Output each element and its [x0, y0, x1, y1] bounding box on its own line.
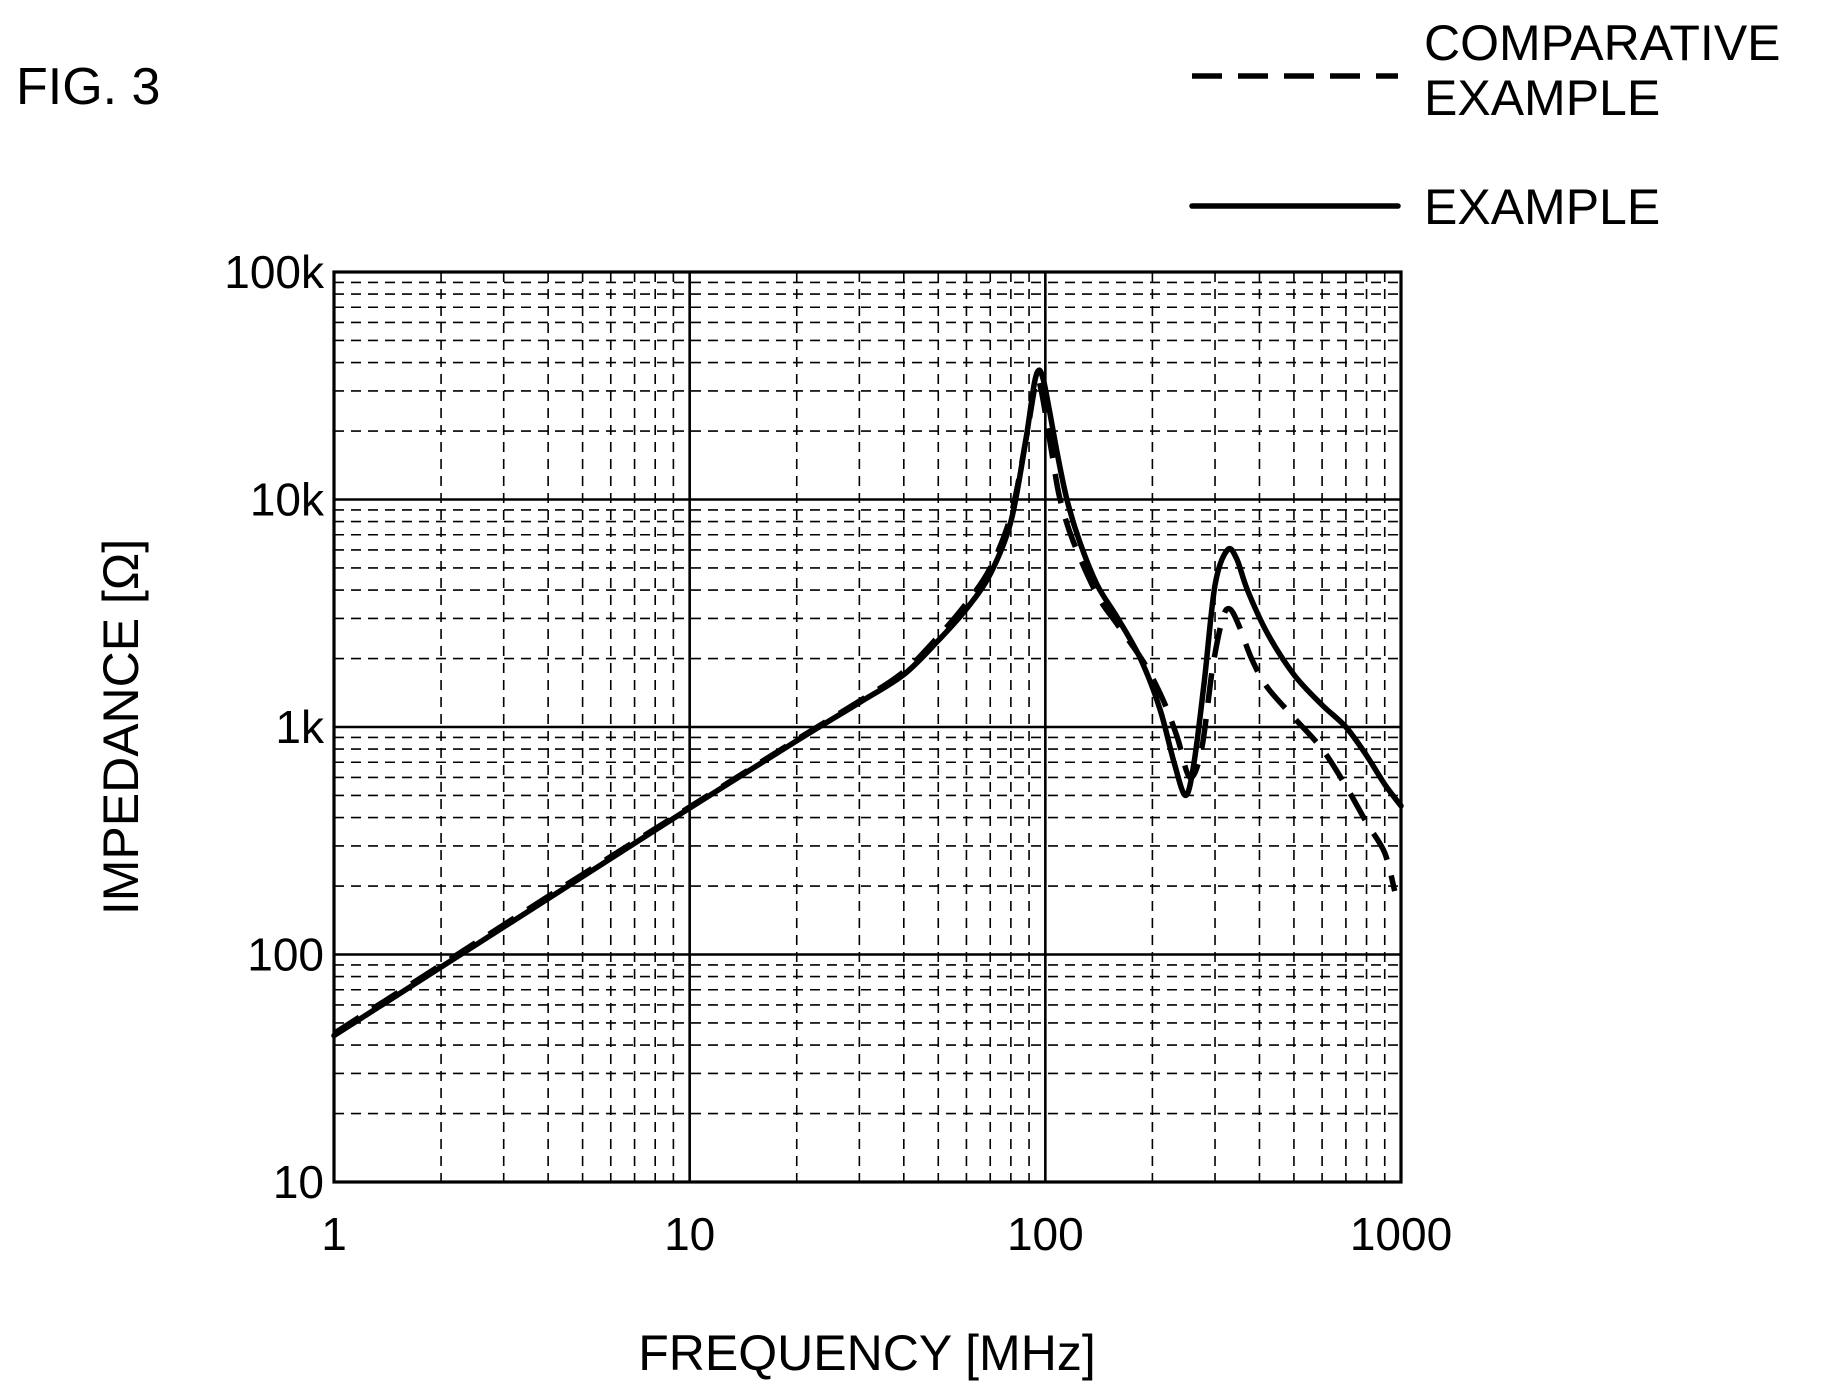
legend-label-line-1: COMPARATIVE: [1424, 15, 1781, 71]
y-tick-labels: 10 100 1k 10k 100k: [224, 246, 325, 1208]
x-tick-label: 100: [1007, 1208, 1084, 1260]
x-axis-title: FREQUENCY [MHz]: [638, 1325, 1095, 1381]
legend-label-example: EXAMPLE: [1424, 179, 1660, 235]
figure-label: FIG. 3: [16, 58, 160, 116]
y-axis-title: IMPEDANCE [Ω]: [93, 539, 149, 915]
y-tick-label: 1k: [275, 701, 325, 753]
major-gridlines: [334, 272, 1401, 1182]
series-line-example: [331, 367, 1404, 1039]
x-tick-label: 1000: [1350, 1208, 1452, 1260]
y-tick-label: 10: [273, 1156, 324, 1208]
legend: COMPARATIVE EXAMPLE EXAMPLE: [1189, 15, 1781, 235]
legend-label-comparative-example: COMPARATIVE EXAMPLE: [1424, 15, 1781, 126]
legend-label-line-2: EXAMPLE: [1424, 70, 1660, 126]
x-tick-label: 10: [664, 1208, 715, 1260]
y-tick-label: 100: [247, 929, 324, 981]
y-tick-label: 10k: [250, 474, 325, 526]
plot-frame: [332, 270, 1403, 1184]
minor-gridlines: [334, 272, 1401, 1182]
x-tick-label: 1: [321, 1208, 347, 1260]
x-tick-labels: 1 10 100 1000: [321, 1208, 1452, 1260]
series-layer: [331, 367, 1404, 1039]
y-tick-label: 100k: [224, 246, 325, 298]
